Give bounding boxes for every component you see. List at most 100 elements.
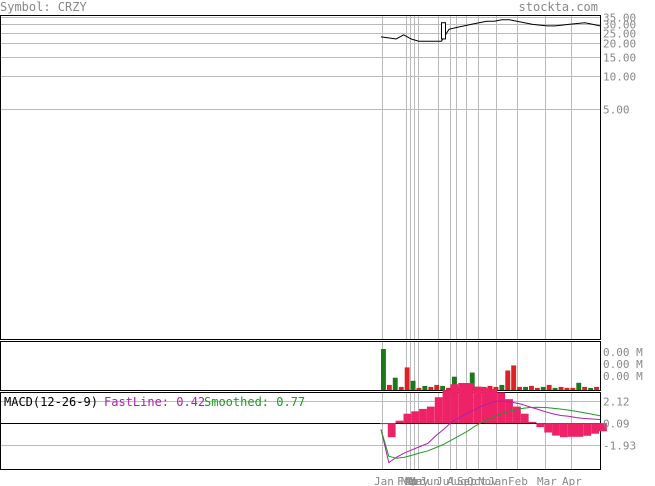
volume-bar	[564, 387, 570, 390]
macd-histogram-bar	[395, 420, 404, 424]
volume-bar	[446, 387, 451, 390]
volume-bar	[469, 372, 475, 390]
price-tick-label: 25.00	[603, 28, 636, 41]
macd-histogram-bar	[528, 421, 537, 424]
volume-bar	[576, 382, 582, 390]
volume-tick-label: 0.00 M	[603, 346, 643, 359]
volume-bar	[422, 385, 428, 390]
macd-histogram-bar	[426, 406, 435, 424]
volume-bar	[505, 370, 511, 390]
x-tick-label: Jan	[488, 475, 508, 486]
price-tick-label: 20.00	[603, 38, 636, 51]
x-tick-label: Jun	[420, 475, 440, 486]
macd-histogram-bar	[559, 423, 568, 438]
macd-histogram-bar	[567, 423, 576, 437]
volume-bar	[540, 386, 546, 390]
macd-histogram-bar	[513, 406, 521, 424]
volume-bar	[558, 386, 564, 390]
macd-histogram-bar	[583, 423, 592, 436]
volume-tick-label: 0.00 M	[603, 358, 643, 371]
volume-bar	[493, 386, 499, 390]
volume-bar	[570, 387, 576, 390]
macd-histogram-bar	[536, 423, 545, 428]
macd-tick-label: -1.93	[603, 440, 636, 453]
x-tick-label: May	[409, 475, 429, 486]
x-tick-label: Feb	[508, 475, 528, 486]
macd-histogram-bar	[489, 388, 498, 423]
volume-bar	[511, 365, 517, 390]
x-tick-label: Jul	[436, 475, 456, 486]
x-tick-label: Oct	[467, 475, 487, 486]
volume-bar	[440, 385, 446, 390]
macd-histogram-bar	[497, 392, 506, 424]
price-candle	[441, 22, 446, 40]
volume-bar	[594, 386, 599, 390]
volume-bar	[410, 380, 416, 390]
macd-tick-label: 2.12	[603, 396, 630, 409]
macd-histogram-bar	[411, 411, 420, 424]
macd-histogram-bar	[552, 423, 560, 436]
macd-histogram-bar	[434, 397, 443, 424]
macd-histogram-bar	[450, 384, 459, 424]
macd-histogram-bar	[575, 423, 584, 437]
volume-bar	[381, 349, 386, 390]
macd-histogram-bar	[458, 383, 466, 423]
macd-histogram-bar	[599, 423, 607, 432]
volume-bar	[386, 384, 392, 390]
macd-smoothed-label: Smoothed: 0.77	[204, 395, 305, 409]
macd-histogram-bar	[387, 423, 396, 438]
volume-bar	[588, 387, 594, 390]
volume-panel	[0, 341, 601, 391]
x-tick-label: Apr	[562, 475, 582, 486]
volume-bar	[416, 387, 422, 390]
volume-bar	[523, 386, 528, 390]
price-panel	[0, 15, 601, 340]
macd-tick-label: 0.09	[603, 418, 630, 431]
x-tick-label: Aug	[447, 475, 467, 486]
x-tick-label: Mar	[537, 475, 557, 486]
x-tick-label: Mar	[401, 475, 421, 486]
x-tick-label: Nov	[478, 475, 498, 486]
volume-bar	[582, 386, 588, 390]
volume-bar	[487, 385, 493, 390]
volume-bar	[434, 384, 440, 390]
x-tick-label: Apr	[405, 475, 425, 486]
price-line	[380, 19, 601, 42]
volume-bar	[534, 387, 540, 390]
volume-bar	[546, 384, 552, 390]
macd-histogram-bar	[466, 383, 474, 423]
price-tick-label: 35.00	[603, 12, 636, 25]
macd-histogram-bar	[403, 413, 412, 424]
macd-histogram-bar	[544, 423, 553, 433]
volume-bar	[499, 384, 505, 390]
macd-histogram-bar	[419, 408, 427, 423]
symbol-label: Symbol: CRZY	[0, 0, 87, 14]
macd-histogram-bar	[481, 387, 490, 424]
price-tick-label: 15.00	[603, 52, 636, 65]
x-tick-label: Sep	[457, 475, 477, 486]
volume-bar	[398, 386, 404, 390]
macd-histogram-bar	[380, 423, 388, 425]
macd-smoothed-line	[380, 406, 601, 459]
macd-histogram-bar	[473, 386, 482, 424]
price-tick-label: 10.00	[603, 71, 636, 84]
volume-bar	[452, 376, 457, 390]
x-tick-label: Feb	[397, 475, 417, 486]
volume-bar	[517, 386, 522, 390]
macd-title: MACD(12-26-9)	[4, 395, 98, 409]
volume-bar	[529, 385, 534, 390]
site-label: stockta.com	[519, 0, 598, 14]
volume-bar	[404, 367, 410, 390]
volume-tick-label: 0.00 M	[603, 370, 643, 383]
volume-bar	[428, 386, 434, 390]
macd-histogram-bar	[520, 413, 529, 424]
price-tick-label: 5.00	[603, 104, 630, 117]
volume-bar	[552, 387, 558, 390]
macd-fastline-label: FastLine: 0.42	[104, 395, 205, 409]
x-tick-label: Jan	[374, 475, 394, 486]
macd-histogram-bar	[591, 423, 599, 434]
macd-histogram-bar	[442, 390, 451, 424]
volume-bar	[392, 377, 398, 390]
macd-fastline	[380, 400, 601, 464]
